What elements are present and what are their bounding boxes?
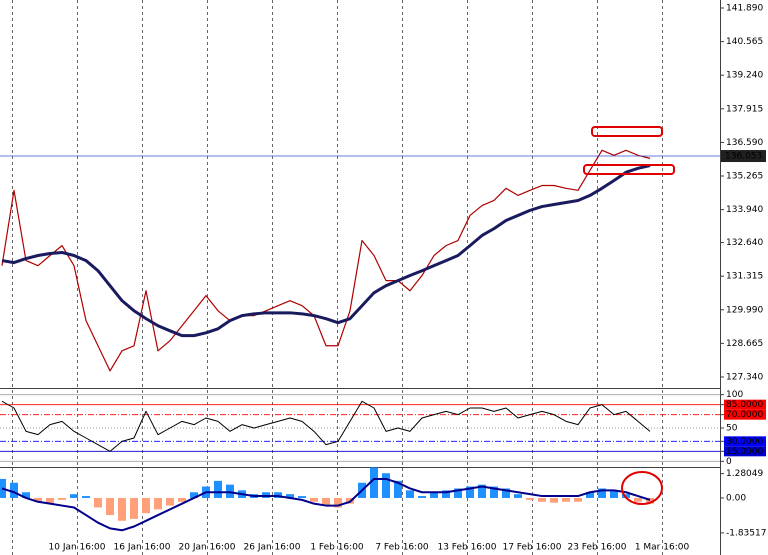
last-price-box — [721, 150, 766, 163]
plot-area: 141.890 140.565 139.240 137.915 136.590 135.2… — [0, 4, 766, 553]
histogram-bar — [310, 497, 318, 502]
series-line — [1, 149, 651, 372]
x-tick-label: 26 Jan 16:00 — [244, 543, 301, 553]
histogram-bar — [70, 494, 78, 498]
histogram-bar — [538, 497, 546, 502]
y-tick-label: 131.315 — [726, 272, 763, 282]
histogram-bar — [574, 497, 582, 502]
histogram-bar — [646, 497, 654, 504]
histogram-bar — [178, 497, 186, 502]
histogram-bar — [622, 494, 630, 498]
histogram-bar — [22, 492, 30, 498]
histogram-bar — [166, 497, 174, 506]
histogram-bar — [514, 494, 522, 498]
y-tick-label: 85.0000 — [726, 400, 763, 410]
histogram-bar — [94, 497, 102, 508]
histogram-bar — [490, 486, 498, 498]
histogram-bar — [286, 494, 294, 498]
histogram-bar — [298, 496, 306, 498]
y-tick-label: -1.83517 — [726, 528, 766, 538]
series-line — [1, 164, 651, 338]
histogram-bar — [478, 484, 486, 498]
y-tick-label: 137.915 — [726, 104, 763, 114]
histogram-bar — [10, 482, 18, 498]
histogram-bar — [466, 486, 474, 498]
y-tick-label: 136.590 — [726, 138, 763, 148]
histogram-bar — [130, 497, 138, 519]
histogram-bar — [418, 496, 426, 498]
x-tick-label: 1 Mar 16:00 — [635, 543, 690, 553]
y-tick-label: 141.890 — [726, 4, 763, 14]
histogram-bar — [46, 497, 54, 504]
level-label-box — [724, 399, 766, 410]
x-tick-label: 7 Feb 16:00 — [375, 543, 429, 553]
histogram-bar — [526, 497, 534, 500]
histogram-bar — [598, 488, 606, 498]
histogram-bar — [190, 492, 198, 498]
histogram-bar — [142, 497, 150, 514]
histogram-bar — [610, 490, 618, 498]
last-price-label: 136.053 — [725, 152, 762, 162]
x-tick-label: 16 Jan 16:00 — [114, 543, 171, 553]
x-tick-label: 20 Jan 16:00 — [179, 543, 236, 553]
histogram-bar — [430, 492, 438, 498]
histogram-bar — [82, 496, 90, 498]
y-tick-label: 1.28049 — [726, 469, 763, 479]
series-line — [1, 400, 651, 452]
y-tick-label: 139.240 — [726, 71, 763, 81]
y-tick-label: 50 — [726, 424, 738, 434]
histogram-bar — [586, 492, 594, 498]
level-label-box — [724, 446, 766, 457]
histogram-bar — [322, 497, 330, 506]
histogram-bar — [58, 497, 66, 500]
x-tick-label: 13 Feb 16:00 — [437, 543, 496, 553]
highlight-box — [591, 126, 663, 137]
histogram-bar — [502, 488, 510, 498]
histogram-bar — [370, 467, 378, 498]
x-tick-label: 10 Jan 16:00 — [49, 543, 106, 553]
series-line — [1, 477, 651, 532]
x-tick-label: 17 Feb 16:00 — [502, 543, 561, 553]
histogram-bar — [634, 497, 642, 502]
y-tick-label: 30.0000 — [726, 437, 763, 447]
y-tick-label: 100 — [726, 390, 743, 400]
vertical-grid — [12, 0, 663, 555]
histogram-bar — [406, 490, 414, 498]
histogram-bar — [214, 480, 222, 498]
level-label-box — [724, 436, 766, 447]
histogram-bar — [34, 497, 42, 502]
histogram-bar — [562, 497, 570, 502]
histogram-bar — [550, 497, 558, 503]
x-tick-label: 1 Feb 16:00 — [310, 543, 364, 553]
highlight-box — [583, 164, 675, 175]
y-tick-label: 127.340 — [726, 372, 763, 382]
y-tick-label: 135.265 — [726, 172, 763, 182]
highlight-circle — [621, 471, 663, 505]
x-tick-label: 23 Feb 16:00 — [567, 543, 626, 553]
y-tick-label: 129.990 — [726, 305, 763, 315]
y-tick-label: 0.00 — [726, 493, 746, 503]
histogram-bar — [154, 497, 162, 510]
y-tick-label: 70.0000 — [726, 410, 763, 420]
y-tick-label: 0 — [726, 457, 732, 467]
histogram-bar — [442, 490, 450, 498]
histogram-bar — [382, 473, 390, 498]
y-tick-label: 140.565 — [726, 37, 763, 47]
level-label-box — [724, 409, 766, 420]
y-tick-label: 15.0000 — [726, 447, 763, 457]
histogram-bar — [106, 497, 114, 516]
histogram-bar — [454, 488, 462, 498]
histogram-bar — [394, 480, 402, 498]
y-tick-label: 128.665 — [726, 339, 763, 349]
histogram-bar — [118, 497, 126, 521]
y-tick-label: 132.640 — [726, 238, 763, 248]
histogram-bar — [334, 497, 342, 508]
y-tick-label: 133.940 — [726, 205, 763, 215]
